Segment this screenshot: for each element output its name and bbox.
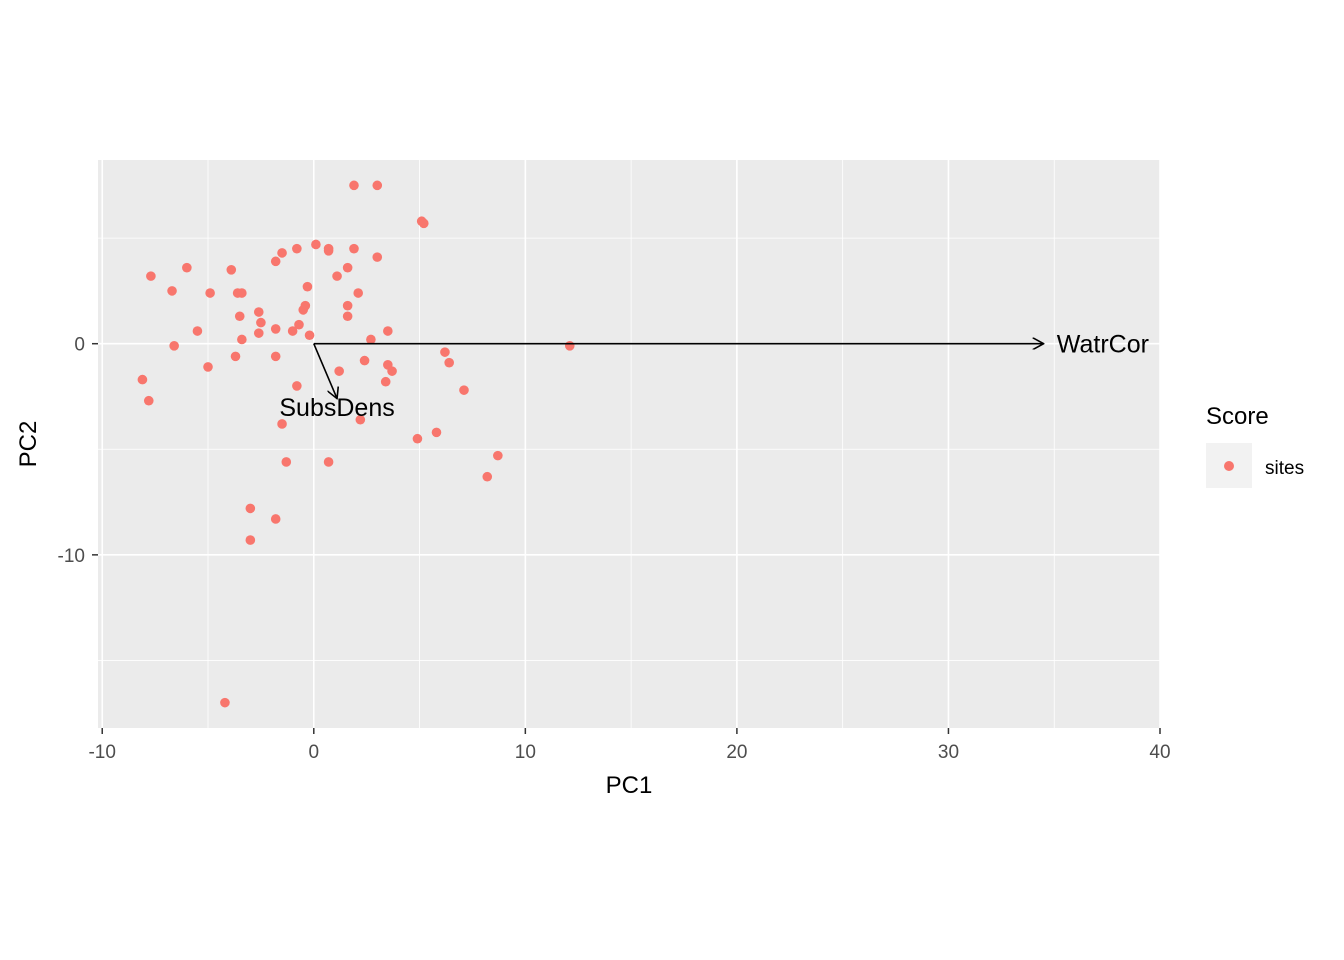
site-point	[431, 427, 442, 438]
site-point	[253, 328, 264, 338]
major-gridlines	[98, 160, 1161, 728]
site-point	[192, 326, 203, 336]
site-point	[203, 362, 213, 372]
y-tick-label: 0	[74, 335, 85, 356]
site-point	[342, 262, 353, 273]
site-point	[366, 334, 376, 345]
site-points	[137, 180, 575, 708]
x-tick-label: 30	[938, 742, 959, 763]
site-point	[270, 351, 281, 362]
site-point	[323, 457, 334, 467]
site-point	[380, 376, 391, 387]
site-point	[332, 271, 342, 281]
site-point	[412, 433, 423, 444]
site-point	[237, 288, 247, 298]
vector-label-watrcor: WatrCor	[1057, 331, 1149, 359]
site-point	[353, 288, 364, 298]
site-point	[302, 281, 313, 292]
site-point	[444, 357, 454, 368]
site-point	[355, 414, 366, 425]
site-point	[245, 503, 256, 514]
site-point	[167, 286, 177, 296]
x-tick-label: 40	[1149, 742, 1170, 763]
site-point	[387, 366, 397, 376]
site-point	[493, 450, 503, 461]
site-point	[294, 319, 304, 330]
site-point	[349, 180, 359, 191]
site-point	[564, 341, 575, 351]
legend-label-sites: sites	[1265, 458, 1304, 479]
site-point	[372, 180, 383, 191]
x-tick-label: 20	[726, 742, 747, 763]
site-point	[270, 514, 281, 524]
site-point	[440, 347, 450, 357]
site-point	[292, 243, 302, 254]
vector-label-subsdens: SubsDens	[279, 394, 394, 422]
site-point	[359, 355, 370, 366]
site-point	[482, 471, 493, 482]
site-point	[372, 252, 383, 262]
y-axis: -10 0	[58, 335, 98, 567]
site-point	[349, 243, 359, 254]
site-point	[383, 326, 393, 336]
x-tick-label: -10	[88, 742, 115, 763]
x-tick-label: 10	[515, 742, 536, 763]
site-point	[277, 419, 287, 429]
site-point	[270, 324, 281, 334]
x-axis-title: PC1	[606, 772, 653, 799]
site-point	[220, 697, 230, 708]
site-point	[323, 243, 334, 254]
x-axis: -10 0 10 20 30 40	[88, 728, 1171, 763]
y-tick-label: -10	[58, 546, 85, 567]
site-point	[245, 535, 256, 545]
site-point	[334, 366, 344, 376]
site-point	[277, 248, 287, 258]
site-point	[205, 288, 215, 298]
loading-vectors: WatrCor SubsDens	[279, 331, 1149, 422]
minor-gridlines	[98, 160, 1160, 728]
plot-panel	[98, 160, 1160, 728]
site-point	[143, 395, 154, 406]
site-point	[146, 271, 156, 281]
site-point	[230, 351, 241, 362]
legend-key-point	[1224, 461, 1234, 471]
site-point	[182, 262, 192, 273]
site-point	[342, 311, 353, 322]
site-point	[300, 300, 311, 311]
site-point	[226, 264, 237, 275]
legend-title: Score	[1206, 403, 1269, 430]
site-point	[459, 385, 469, 395]
legend: Score sites	[1206, 403, 1304, 488]
vector-arrow-subsdens	[313, 343, 337, 399]
site-point	[234, 311, 245, 322]
site-point	[292, 381, 302, 391]
site-point	[253, 307, 264, 317]
site-point	[237, 334, 247, 345]
site-point	[281, 457, 292, 467]
site-point	[287, 326, 298, 336]
site-point	[256, 317, 266, 328]
y-axis-title: PC2	[15, 421, 42, 468]
site-point	[418, 218, 429, 229]
site-point	[342, 300, 353, 311]
site-point	[169, 341, 179, 351]
site-point	[137, 374, 148, 385]
x-tick-label: 0	[308, 742, 319, 763]
site-point	[311, 239, 321, 250]
site-point	[270, 256, 281, 267]
site-point	[304, 330, 315, 341]
